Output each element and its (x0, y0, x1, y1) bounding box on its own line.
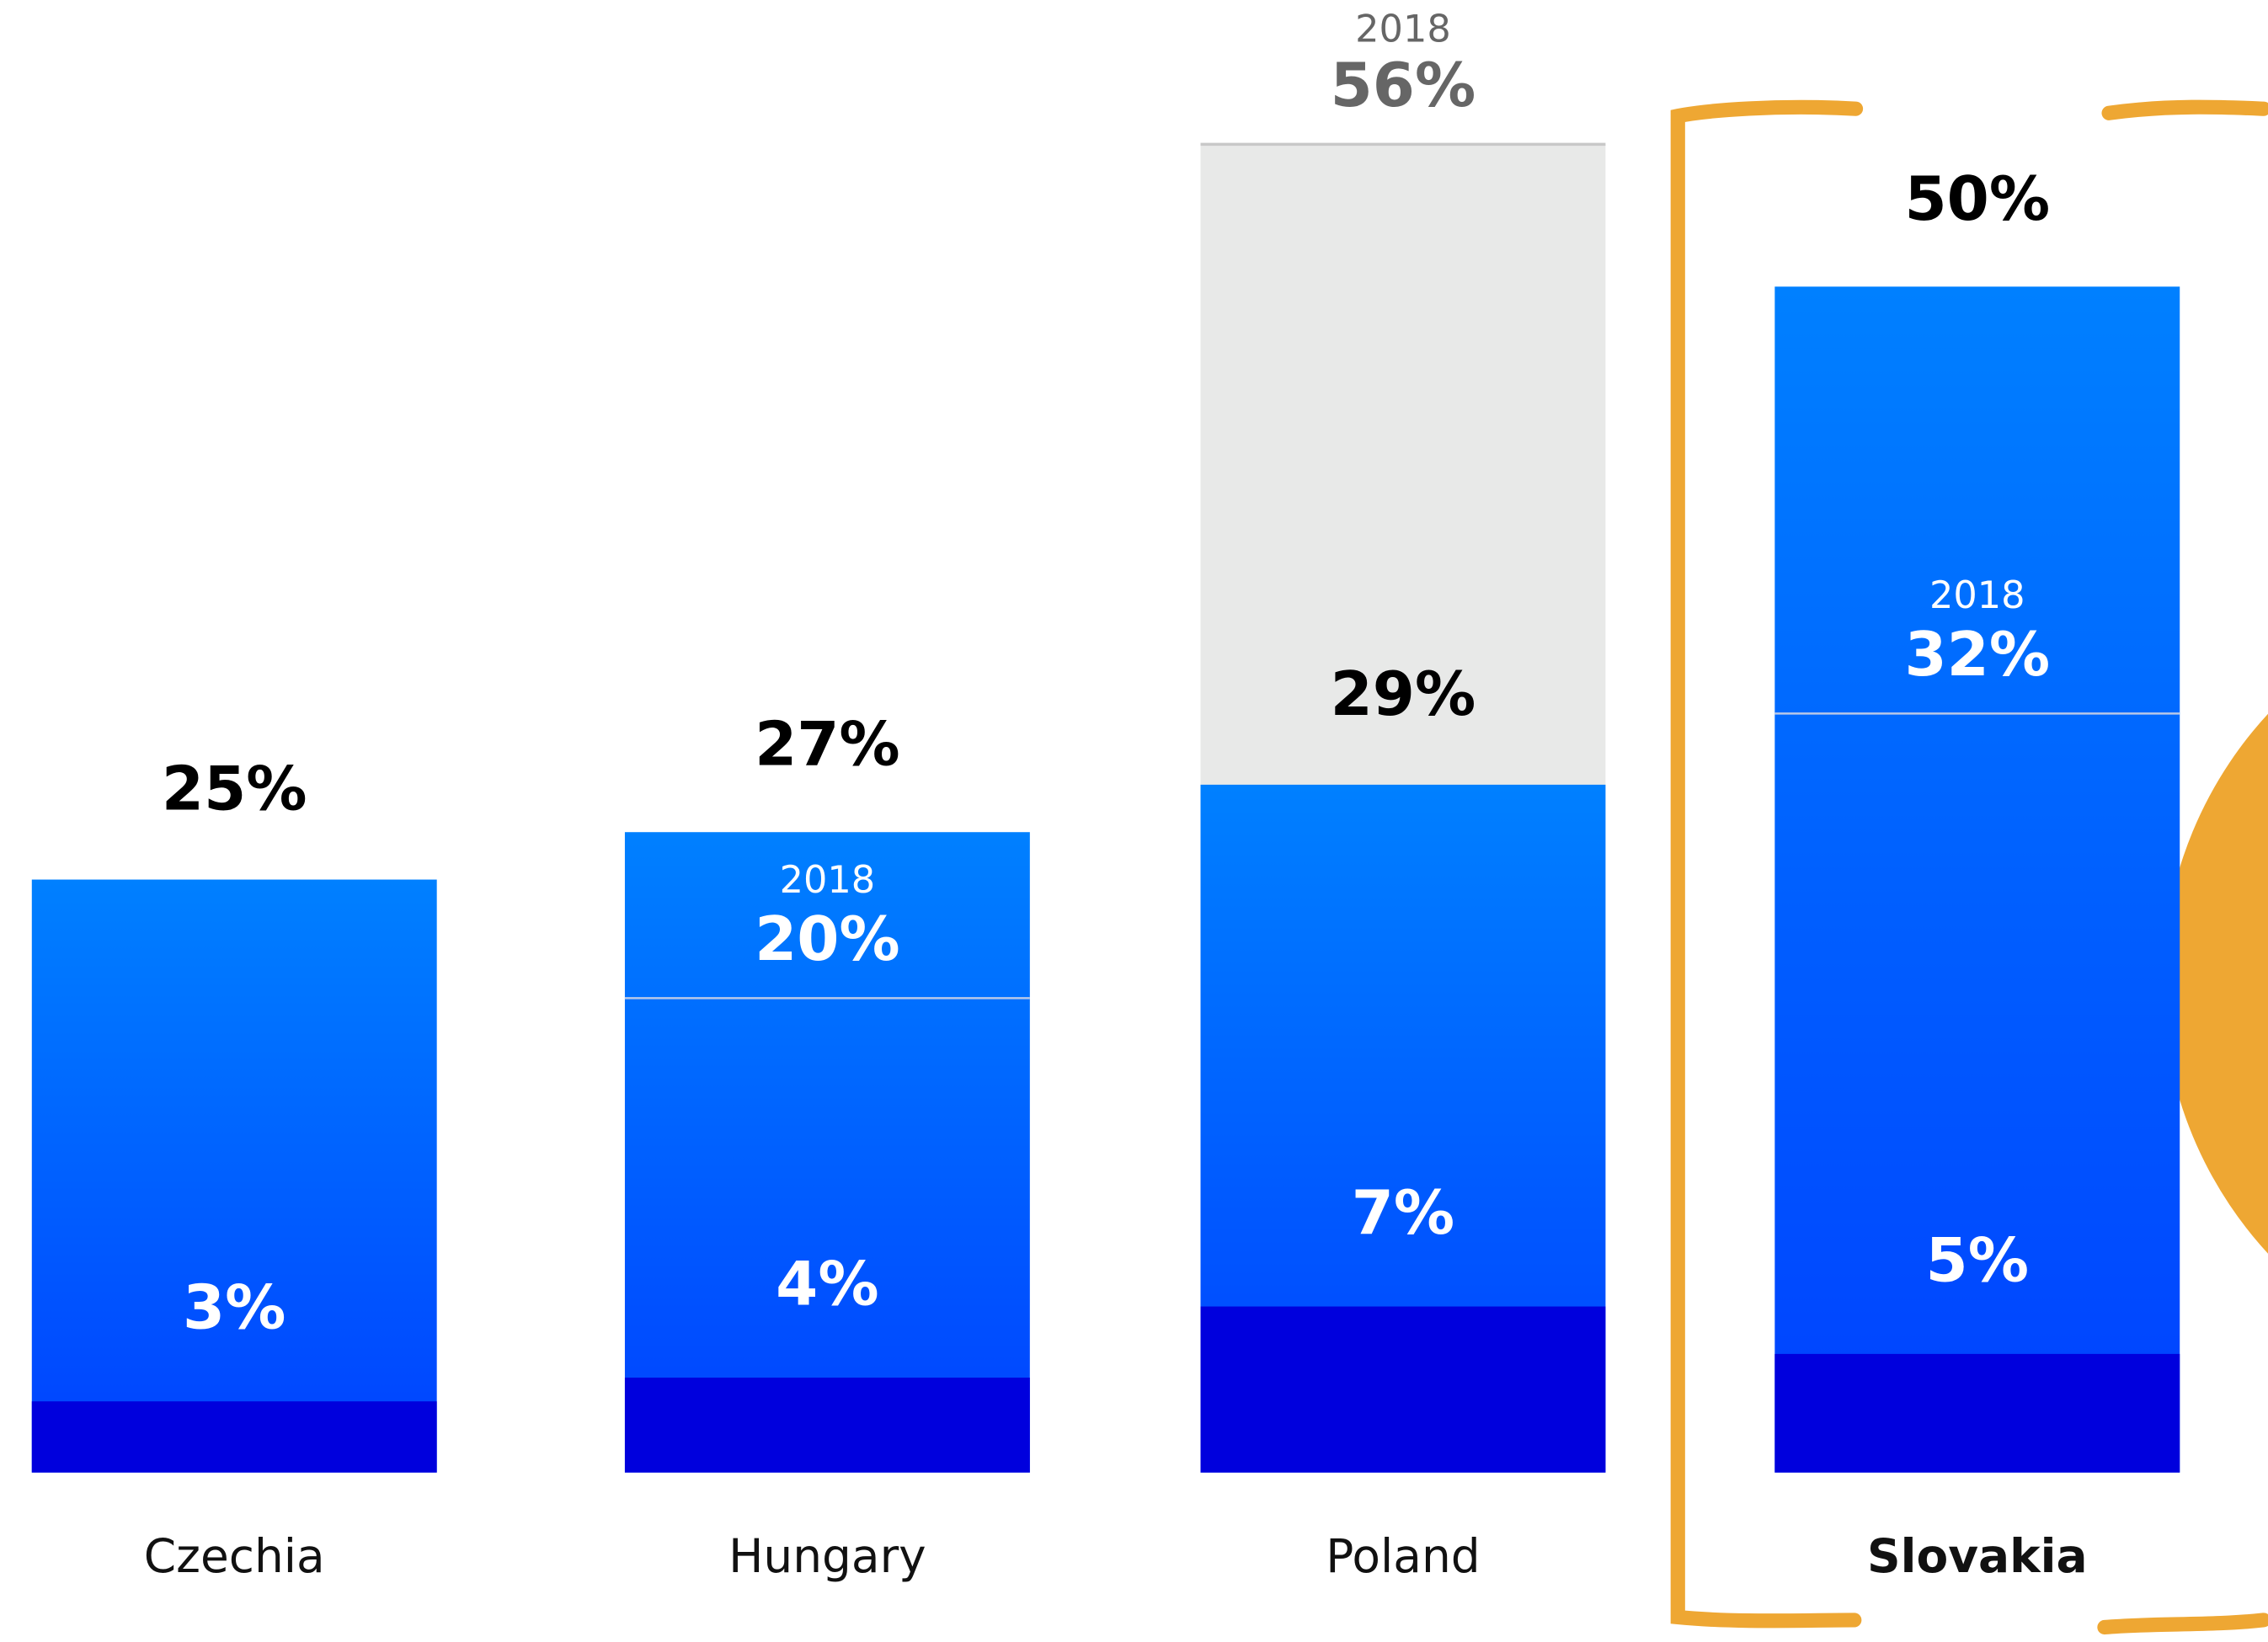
bar-inner (624, 1378, 1030, 1473)
label-2018: 2018 (780, 858, 876, 902)
value-label: 25% (162, 754, 307, 825)
label-2018: 2018 (1929, 573, 2025, 617)
x-tick-label: Hungary (728, 1529, 926, 1583)
x-tick-label: Czechia (144, 1529, 325, 1583)
value-label-2018: 32% (1904, 620, 2050, 690)
inner-value-label: 3% (183, 1273, 286, 1344)
bar (31, 879, 437, 1473)
value-label: 27% (755, 710, 900, 781)
value-label: 50% (1904, 164, 2050, 235)
bar-inner (1200, 1306, 1606, 1473)
bracket-left (1669, 99, 1864, 1629)
bar (1774, 286, 2180, 1473)
value-label: 29% (1331, 659, 1476, 730)
bracket-right (2097, 99, 2268, 1635)
bar-inner (31, 1401, 437, 1473)
value-label-2018: 20% (755, 904, 900, 975)
x-tick-label: Poland (1326, 1529, 1480, 1583)
bars: 3%25%Czechia4%201820%27%Hungary7%201856%… (31, 7, 2180, 1583)
decoration (1669, 99, 2268, 1635)
bar-inner (1774, 1353, 2180, 1473)
label-2018: 2018 (1355, 7, 1451, 51)
highlight-circle (2162, 713, 2268, 1254)
value-label-2018: 56% (1331, 51, 1476, 121)
inner-value-label: 7% (1352, 1178, 1454, 1249)
inner-value-label: 5% (1926, 1225, 2029, 1296)
bar (624, 832, 1030, 1473)
x-tick-label: Slovakia (1867, 1529, 2087, 1583)
inner-value-label: 4% (776, 1250, 878, 1320)
